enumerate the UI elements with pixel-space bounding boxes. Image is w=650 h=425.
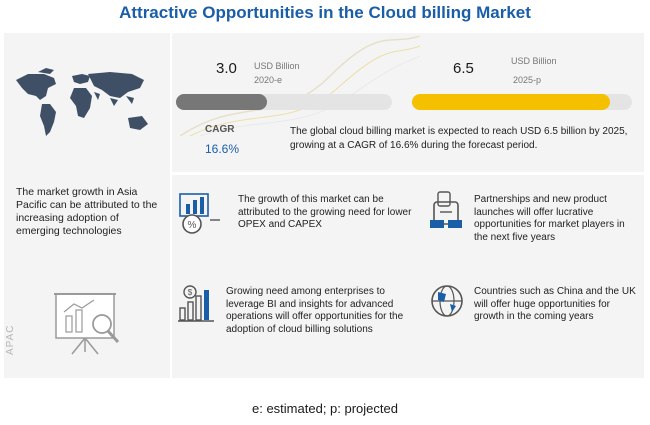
world-map-icon: [16, 68, 148, 136]
value-label-2020: 3.0: [216, 60, 237, 77]
point-opex-capex: The growth of this market can be attribu…: [238, 194, 412, 230]
left-panel-text: The market growth in Asia Pacific can be…: [16, 186, 158, 237]
analytics-board-icon: [54, 293, 120, 355]
bar-2025: [412, 94, 610, 110]
svg-text:%: %: [188, 220, 197, 231]
value-label-2025: 6.5: [453, 60, 474, 77]
year-label-2025: 2025-p: [513, 75, 542, 85]
point-china-uk: Countries such as China and the UK will …: [474, 286, 636, 322]
bar-2020: [176, 94, 267, 110]
globe-icon: [431, 285, 463, 317]
svg-text:$: $: [188, 288, 193, 297]
panel-divider-horizontal: [172, 172, 644, 175]
decorative-wave-lines: [180, 36, 420, 136]
page-title: Attractive Opportunities in the Cloud bi…: [119, 3, 531, 22]
unit-label-2020: USD Billion: [254, 61, 300, 71]
handshake-icon: [430, 191, 462, 228]
percent-chart-icon: %: [179, 193, 220, 234]
region-watermark: APAC: [5, 324, 16, 356]
year-label-2020: 2020-e: [254, 75, 283, 85]
point-partnerships: Partnerships and new product launches wi…: [474, 194, 625, 243]
unit-label-2025: USD Billion: [511, 56, 557, 66]
footnote: e: estimated; p: projected: [252, 401, 398, 416]
cagr-label: CAGR: [205, 124, 235, 135]
bar-growth-icon: $: [178, 285, 214, 322]
market-summary: The global cloud billing market is expec…: [290, 126, 628, 151]
point-bi-insights: Growing need among enterprises to levera…: [226, 286, 404, 335]
panel-divider-vertical: [170, 33, 172, 378]
cagr-value: 16.6%: [205, 142, 240, 156]
